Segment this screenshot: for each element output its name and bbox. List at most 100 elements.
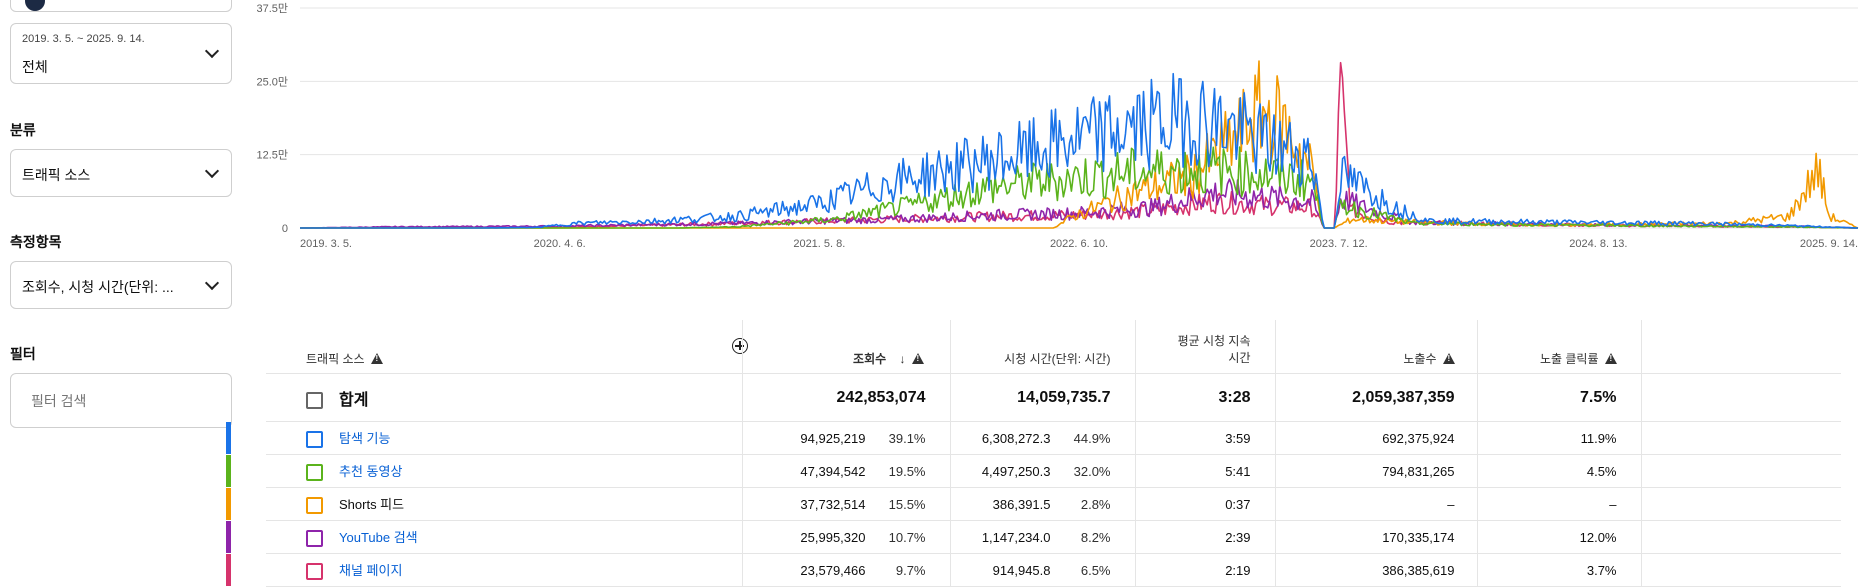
sidebar: 2019. 3. 5. ~ 2025. 9. 14. 전체 분류 트래픽 소스 … [0, 0, 240, 584]
date-range-dropdown[interactable]: 2019. 3. 5. ~ 2025. 9. 14. 전체 [10, 23, 232, 84]
total-views: 242,853,074 [742, 373, 951, 422]
row-source-label[interactable]: 탐색 기능 [339, 430, 391, 446]
row-checkbox[interactable] [306, 563, 323, 581]
series-color-bar [226, 455, 231, 487]
total-checkbox[interactable] [306, 391, 323, 409]
x-tick-label: 2025. 9. 14. [1800, 238, 1858, 250]
header-impressions[interactable]: 노출수 [1275, 320, 1478, 374]
row-avg-duration: 2:19 [1135, 553, 1276, 587]
header-source[interactable]: 트래픽 소스 [266, 320, 743, 374]
series-line [300, 178, 1859, 229]
warning-icon [1442, 353, 1455, 364]
category-label: 분류 [10, 122, 36, 138]
filter-search-input[interactable] [10, 373, 232, 428]
row-watch-pct: 44.9% [1073, 430, 1111, 446]
warning-icon [911, 353, 924, 364]
row-views-pct: 39.1% [888, 430, 926, 446]
chevron-down-icon [204, 163, 220, 179]
total-avg-duration: 3:28 [1135, 373, 1276, 422]
chevron-down-icon [204, 275, 220, 291]
y-tick-label: 25.0만 [256, 75, 288, 88]
metric-dropdown[interactable]: 조회수, 시청 시간(단위: ... [10, 261, 232, 309]
row-impressions: 692,375,924 [1275, 421, 1478, 455]
row-views: 25,995,320 [800, 529, 866, 545]
header-ctr[interactable]: 노출 클릭률 [1477, 320, 1642, 374]
row-watch-time: 1,147,234.0 [981, 529, 1051, 545]
row-ctr: – [1477, 487, 1642, 521]
row-views: 23,579,466 [800, 562, 866, 578]
row-checkbox[interactable] [306, 530, 323, 548]
row-watch-pct: 2.8% [1080, 496, 1111, 512]
row-ctr: 4.5% [1477, 454, 1642, 488]
row-source-label[interactable]: 채널 페이지 [339, 562, 403, 578]
row-source-label[interactable]: 추천 동영상 [339, 463, 403, 479]
warning-icon [1604, 353, 1617, 364]
header-avg-duration[interactable]: 평균 시청 지속 시간 [1135, 320, 1276, 374]
header-views[interactable]: 조회수 ↓ [742, 320, 951, 374]
x-axis-ticks: 2019. 3. 5. 2020. 4. 6. 2021. 5. 8. 2022. 6… [300, 238, 1858, 250]
table-row: 추천 동영상 47,394,542 19.5% 4,497,250.3 32.0% 5:4… [226, 454, 1841, 488]
row-impressions: – [1275, 487, 1478, 521]
total-label: 합계 [339, 391, 369, 409]
row-avg-duration: 2:39 [1135, 520, 1276, 554]
sort-down-arrow-icon: ↓ [899, 352, 906, 366]
x-tick-label: 2022. 6. 10. [1050, 238, 1108, 250]
table-row: YouTube 검색 25,995,320 10.7% 1,147,234.0 8.2%… [226, 520, 1841, 554]
y-tick-label: 12.5만 [256, 149, 288, 162]
channel-avatar-icon [25, 0, 45, 11]
row-ctr: 11.9% [1477, 421, 1642, 455]
series-line [300, 146, 1858, 229]
y-axis-ticks: 0 12.5만 25.0만 37.5만 [256, 2, 288, 235]
row-impressions: 170,335,174 [1275, 520, 1478, 554]
total-impressions: 2,059,387,359 [1275, 373, 1478, 422]
row-views: 94,925,219 [800, 430, 866, 446]
row-views-pct: 9.7% [895, 562, 926, 578]
row-checkbox[interactable] [306, 464, 323, 482]
channel-selector[interactable] [10, 0, 232, 12]
header-watch-time[interactable]: 시청 시간(단위: 시간) [950, 320, 1136, 374]
x-tick-label: 2020. 4. 6. [534, 238, 586, 250]
row-watch-pct: 8.2% [1080, 529, 1111, 545]
series-color-bar [226, 554, 231, 586]
row-views-pct: 10.7% [888, 529, 926, 545]
row-checkbox[interactable] [306, 497, 323, 515]
warning-icon [370, 353, 383, 364]
chevron-down-icon [204, 43, 220, 59]
metric-value: 조회수, 시청 시간(단위: ... [22, 279, 174, 295]
row-views-pct: 19.5% [888, 463, 926, 479]
table-total-row: 합계 242,853,074 14,059,735.7 3:28 2,059,3… [266, 373, 1841, 422]
y-tick-label: 37.5만 [256, 2, 288, 15]
row-watch-time: 4,497,250.3 [981, 463, 1051, 479]
row-ctr: 3.7% [1477, 553, 1642, 587]
filter-label: 필터 [10, 346, 36, 362]
row-watch-pct: 6.5% [1080, 562, 1111, 578]
x-tick-label: 2021. 5. 8. [793, 238, 845, 250]
x-tick-label: 2024. 8. 13. [1569, 238, 1627, 250]
x-tick-label: 2019. 3. 5. [300, 238, 352, 250]
series-line [300, 72, 1859, 229]
row-views: 37,732,514 [800, 496, 866, 512]
row-source-label[interactable]: YouTube 검색 [339, 529, 418, 545]
category-dropdown[interactable]: 트래픽 소스 [10, 149, 232, 197]
series-color-bar [226, 521, 231, 553]
series-color-bar [226, 488, 231, 520]
row-avg-duration: 3:59 [1135, 421, 1276, 455]
table-row: 탐색 기능 94,925,219 39.1% 6,308,272.3 44.9% 3:59… [226, 421, 1841, 455]
row-avg-duration: 5:41 [1135, 454, 1276, 488]
row-impressions: 794,831,265 [1275, 454, 1478, 488]
date-range-value: 전체 [22, 59, 48, 75]
row-source-label: Shorts 피드 [339, 496, 405, 512]
row-checkbox[interactable] [306, 431, 323, 449]
row-views-pct: 15.5% [888, 496, 926, 512]
row-watch-time: 386,391.5 [992, 496, 1051, 512]
row-watch-time: 6,308,272.3 [981, 430, 1051, 446]
row-watch-pct: 32.0% [1073, 463, 1111, 479]
table-body: 탐색 기능 94,925,219 39.1% 6,308,272.3 44.9% 3:59… [226, 421, 1841, 587]
series-color-bar [226, 422, 231, 454]
chart-grid [300, 7, 1858, 229]
table-row: 채널 페이지 23,579,466 9.7% 914,945.8 6.5% 2:19 386… [226, 553, 1841, 587]
category-value: 트래픽 소스 [22, 167, 91, 183]
